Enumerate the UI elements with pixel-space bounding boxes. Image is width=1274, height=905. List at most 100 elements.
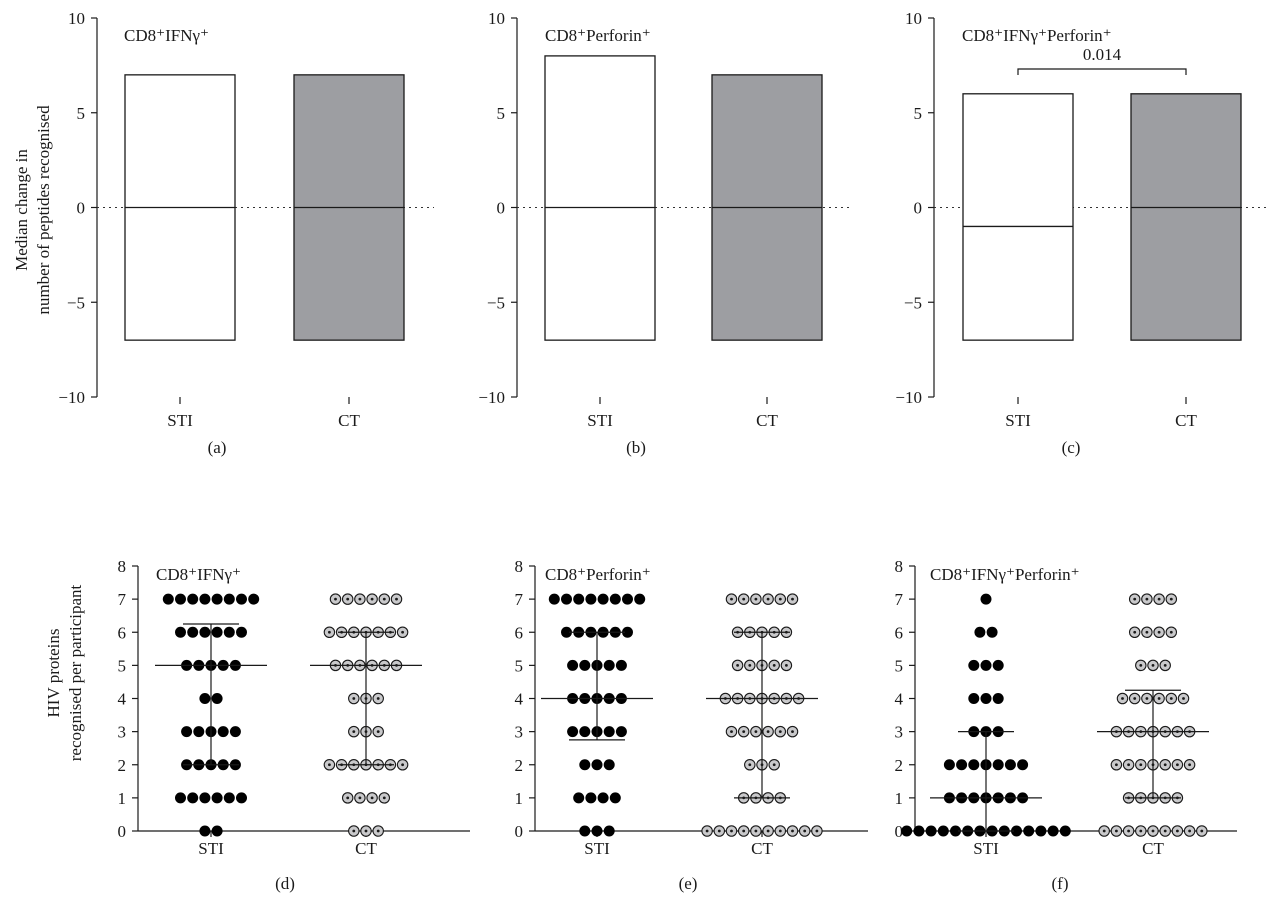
y-tick-label: −10	[895, 388, 922, 407]
panel-label: (a)	[208, 438, 227, 457]
data-point-ct-center	[766, 597, 770, 601]
data-point-ct-center	[1133, 697, 1137, 700]
data-point-sti	[175, 593, 186, 605]
data-point-ct-center	[1145, 597, 1149, 601]
data-point-sti	[162, 593, 174, 605]
data-point-sti	[591, 759, 603, 771]
data-point-ct-center	[778, 730, 782, 734]
data-point-sti	[211, 825, 223, 837]
data-point-sti	[579, 759, 591, 771]
y-tick-label: 6	[118, 623, 127, 642]
data-point-ct-center	[1157, 697, 1161, 700]
data-point-ct-center	[1102, 829, 1106, 833]
data-point-sti	[913, 825, 925, 837]
x-category-label: STI	[584, 839, 610, 858]
panel-d: 0 1 2 3 4 5 6 7 8 CD8⁺IFNγ⁺ (d) STI CT	[118, 557, 470, 893]
y-tick-label: 0	[77, 199, 86, 218]
bar-sti	[544, 55, 656, 341]
data-point-ct-center	[1157, 630, 1161, 634]
y-tick-label: 10	[488, 9, 505, 28]
x-category-label: CT	[355, 839, 377, 858]
data-point-ct-center	[736, 663, 739, 667]
data-point-sti	[211, 626, 223, 638]
data-point-sti	[199, 825, 211, 837]
panel-title: CD8⁺IFNγ⁺Perforin⁺	[962, 26, 1112, 45]
panel-f: 0 1 2 3 4 5 6 7 8 CD8⁺IFNγ⁺Perforin⁺ (f) STI CT	[895, 557, 1237, 893]
data-point-sti	[591, 825, 603, 837]
data-point-ct-center	[382, 597, 386, 601]
data-point-ct-center	[1133, 630, 1137, 634]
data-point-ct-center	[328, 630, 331, 634]
y-tick-label: −5	[904, 293, 922, 312]
data-point-sti	[968, 659, 980, 671]
data-point-ct-center	[1151, 829, 1155, 833]
data-point-ct-center	[1188, 763, 1191, 767]
y-tick-label: 7	[895, 590, 904, 609]
data-point-sti	[175, 626, 186, 638]
data-point-ct-center	[352, 697, 356, 700]
data-point-sti	[974, 626, 986, 638]
data-point-sti	[548, 593, 560, 605]
data-point-sti	[622, 626, 633, 638]
data-point-sti	[597, 792, 609, 804]
bottom-row-y-axis-title-line2: recognised per participant	[66, 584, 85, 761]
data-point-sti	[968, 693, 980, 704]
data-point-sti	[1047, 825, 1059, 837]
data-point-sti	[187, 626, 199, 638]
data-point-sti	[573, 593, 585, 605]
data-point-ct-center	[1127, 763, 1130, 767]
data-point-ct-center	[1133, 597, 1137, 601]
data-point-ct-center	[352, 829, 356, 833]
y-tick-label: 0	[515, 822, 524, 841]
y-tick-label: 0	[497, 199, 506, 218]
data-point-ct-center	[730, 829, 733, 833]
panel-title: CD8⁺IFNγ⁺Perforin⁺	[930, 565, 1080, 584]
y-tick-label: 3	[515, 723, 524, 742]
data-point-ct-center	[1169, 697, 1173, 700]
data-point-ct-center	[1163, 663, 1167, 667]
data-point-sti	[211, 693, 223, 704]
data-point-sti	[622, 593, 633, 605]
data-point-ct-center	[1163, 829, 1167, 833]
data-point-sti	[223, 626, 235, 638]
data-point-sti	[236, 626, 247, 638]
data-point-sti	[968, 759, 980, 771]
data-point-sti	[579, 726, 591, 738]
data-point-ct-center	[791, 730, 794, 734]
data-point-sti	[1004, 759, 1016, 771]
y-tick-label: 5	[914, 104, 923, 123]
y-tick-label: 0	[895, 822, 904, 841]
data-point-ct-center	[334, 597, 337, 601]
data-point-ct-center	[748, 663, 752, 667]
data-point-sti	[217, 726, 229, 738]
data-point-ct-center	[401, 630, 404, 634]
y-tick-label: 8	[515, 557, 524, 576]
data-point-sti	[992, 693, 1004, 704]
data-point-sti	[567, 659, 579, 671]
panel-e: 0 1 2 3 4 5 6 7 8 CD8⁺Perforin⁺ (e) STI CT	[515, 557, 868, 893]
top-row-y-axis-title-line2: number of peptides recognised	[34, 105, 53, 315]
data-point-ct-center	[1151, 663, 1155, 667]
data-point-ct-center	[401, 763, 404, 767]
bar-sti	[962, 93, 1074, 341]
data-point-ct-center	[395, 597, 398, 601]
data-point-sti	[1011, 825, 1022, 837]
data-point-sti	[937, 825, 949, 837]
data-point-ct-center	[1139, 763, 1143, 767]
data-point-sti	[579, 825, 591, 837]
y-tick-label: 3	[895, 723, 904, 742]
y-tick-label: 4	[515, 690, 524, 709]
y-tick-label: 10	[68, 9, 85, 28]
y-tick-label: 1	[118, 789, 127, 808]
x-category-label: STI	[587, 411, 613, 430]
y-tick-label: 2	[895, 756, 904, 775]
y-tick-label: 4	[895, 690, 904, 709]
data-point-ct-center	[772, 663, 776, 667]
data-point-sti	[229, 726, 241, 738]
y-tick-label: 8	[895, 557, 904, 576]
data-point-sti	[1059, 825, 1071, 837]
data-point-ct-center	[1139, 663, 1143, 667]
data-point-ct-center	[328, 763, 331, 767]
data-point-sti	[211, 593, 223, 605]
